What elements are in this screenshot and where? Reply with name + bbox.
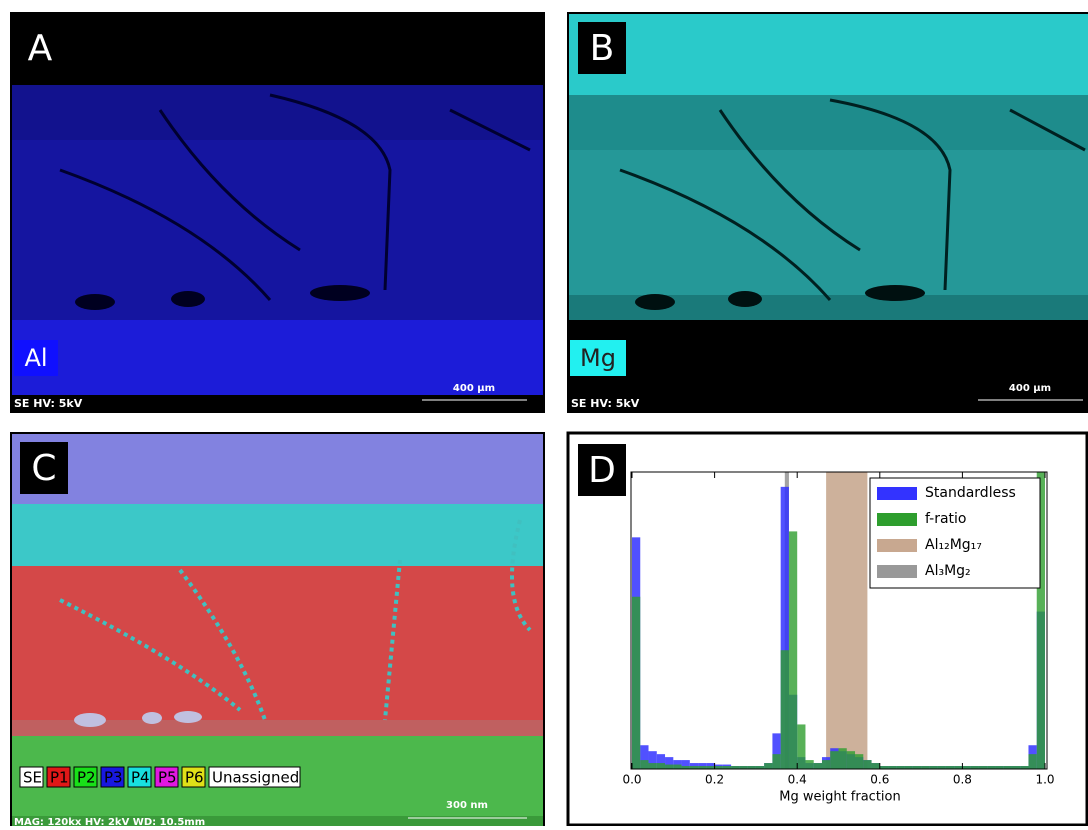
void	[310, 285, 370, 301]
figure: A Al SE HV: 5kV 400 µm B Mg SE HV: 5kV 4…	[0, 0, 1088, 826]
histogram-bar	[839, 748, 847, 769]
panel-label: A	[28, 28, 53, 69]
scale-text: 400 µm	[1009, 383, 1051, 394]
panel-a: A Al SE HV: 5kV 400 µm	[10, 12, 545, 413]
scale-text: 400 µm	[453, 383, 495, 394]
void	[865, 285, 925, 301]
panel-d: D Mg weight fraction 0.0 0.2 0.4 0.6 0.8 1.0 S…	[568, 433, 1087, 825]
legend-label: P2	[77, 769, 96, 787]
legend-label: SE	[23, 769, 42, 787]
image-region	[569, 95, 1088, 150]
panel-label: C	[31, 448, 56, 489]
legend-label: Al₃Mg₂	[925, 563, 971, 579]
x-tick-label: 0.6	[870, 773, 889, 787]
void	[171, 291, 205, 307]
image-region	[12, 566, 543, 730]
legend-swatch	[877, 487, 917, 500]
legend-label: P5	[158, 769, 177, 787]
scale-text: 300 nm	[446, 800, 488, 811]
histogram-bar	[789, 531, 797, 769]
histogram-bar	[649, 763, 657, 769]
panel-label: D	[588, 450, 616, 491]
panel-label: B	[590, 28, 615, 69]
x-tick-label: 0.4	[788, 773, 807, 787]
x-tick-label: 0.8	[953, 773, 972, 787]
element-label: Mg	[580, 344, 616, 372]
image-region	[12, 140, 543, 320]
x-tick-label: 0.0	[622, 773, 641, 787]
legend-label: P3	[104, 769, 123, 787]
phase-legend: SE P1 P2 P3 P4 P5 P6 Unassigned	[20, 767, 300, 787]
image-region	[12, 434, 543, 504]
histogram-bar	[673, 765, 681, 769]
legend-label: P4	[131, 769, 150, 787]
void	[142, 712, 162, 724]
void	[174, 711, 202, 723]
phase-band	[826, 472, 867, 769]
histogram-bar	[781, 650, 789, 769]
info-bar	[12, 395, 543, 411]
legend-label: Al₁₂Mg₁₇	[925, 537, 982, 553]
void	[728, 291, 762, 307]
legend-label: Unassigned	[212, 769, 299, 787]
histogram-bar	[830, 751, 838, 769]
histogram-bar	[640, 760, 648, 769]
panel-b: B Mg SE HV: 5kV 400 µm	[567, 12, 1088, 413]
legend-label: P1	[50, 769, 69, 787]
info-text: SE HV: 5kV	[571, 397, 640, 410]
histogram-bar	[797, 724, 805, 769]
legend-label: Standardless	[925, 485, 1016, 501]
void	[74, 713, 106, 727]
histogram-bar	[872, 763, 880, 769]
void	[635, 294, 675, 310]
histogram-bar	[847, 751, 855, 769]
legend-label: P6	[185, 769, 204, 787]
histogram-bar	[814, 763, 822, 769]
histogram-bar	[657, 763, 665, 769]
legend-label: f-ratio	[925, 511, 967, 527]
x-axis-label: Mg weight fraction	[779, 790, 901, 805]
info-text: SE HV: 5kV	[14, 397, 83, 410]
histogram-bar	[805, 760, 813, 769]
panel-c: C SE P1 P2 P3 P4 P5 P6 Unassigned MAG: 120kx HV…	[10, 432, 545, 826]
histogram-bar	[855, 754, 863, 769]
legend-swatch	[877, 539, 917, 552]
image-region	[569, 150, 1088, 300]
histogram-bar	[772, 754, 780, 769]
legend-swatch	[877, 513, 917, 526]
image-region	[569, 14, 1088, 102]
image-region	[12, 504, 543, 566]
histogram-bar	[632, 597, 640, 769]
x-tick-label: 1.0	[1035, 773, 1054, 787]
histogram-bar	[764, 763, 772, 769]
histogram-bar	[665, 765, 673, 769]
histogram-bar	[863, 760, 871, 769]
histogram-bar	[1028, 754, 1036, 769]
info-text: MAG: 120kx HV: 2kV WD: 10.5mm	[14, 817, 205, 826]
histogram-bar	[822, 760, 830, 769]
void	[75, 294, 115, 310]
legend-swatch	[877, 565, 917, 578]
element-label: Al	[24, 344, 47, 372]
x-tick-label: 0.2	[705, 773, 724, 787]
